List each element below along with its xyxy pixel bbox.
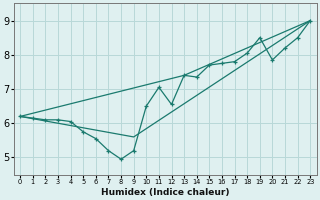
X-axis label: Humidex (Indice chaleur): Humidex (Indice chaleur): [101, 188, 229, 197]
